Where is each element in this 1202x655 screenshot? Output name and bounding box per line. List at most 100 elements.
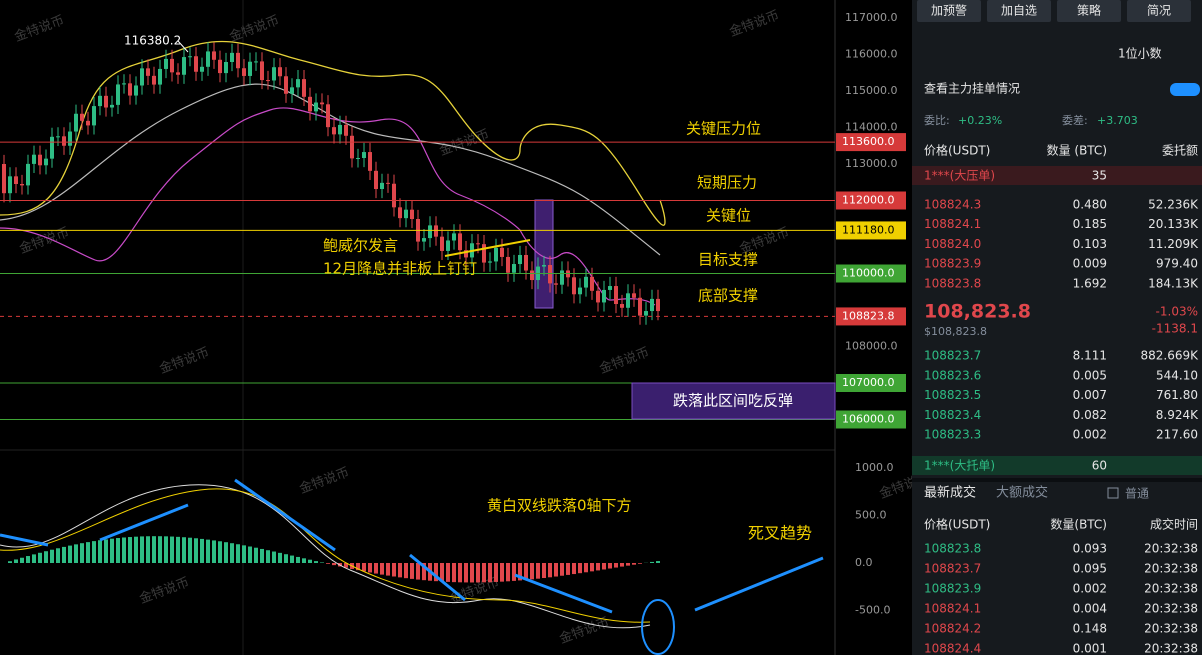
high-pointer	[177, 40, 189, 53]
decimals[interactable]: 1位小数	[1118, 46, 1162, 61]
candle-body	[350, 135, 354, 159]
level-note: 底部支撑	[698, 287, 758, 305]
toolbar-button[interactable]	[1127, 0, 1191, 22]
candle-body	[20, 184, 24, 186]
macd-bar	[158, 536, 162, 563]
candle-body	[458, 233, 462, 251]
candle-body	[140, 68, 144, 86]
diff: +3.703	[1097, 114, 1138, 127]
candle-body	[440, 236, 444, 251]
ob-cell: 108824.1	[924, 217, 981, 231]
level-label: 112000.0	[842, 194, 895, 207]
level-tag	[836, 264, 906, 283]
trade-cell: 20:32:38	[1144, 562, 1198, 576]
macd-bar	[32, 554, 36, 563]
candle-body	[560, 270, 564, 285]
macd-bar	[380, 563, 384, 575]
candle-body	[134, 85, 138, 96]
macd-bar	[530, 563, 534, 580]
macd-bar	[62, 546, 66, 563]
macd-bar	[482, 563, 486, 583]
ob-title[interactable]: 查看主力挂单情况	[924, 82, 1020, 96]
macd-bar	[272, 551, 276, 563]
price-tick: 113000.0	[845, 157, 898, 170]
macd-bar	[368, 563, 372, 573]
macd-bar	[584, 563, 588, 573]
toolbar-label[interactable]: 简况	[1147, 4, 1171, 18]
news-arrow	[444, 239, 531, 257]
macd-bar	[140, 536, 144, 563]
toolbar-button[interactable]	[1057, 0, 1121, 22]
dif	[0, 484, 651, 629]
toolbar-label[interactable]: 加预警	[931, 3, 967, 18]
checkbox[interactable]	[1107, 487, 1119, 499]
macd-bar	[332, 563, 336, 566]
macd-bar	[14, 559, 18, 563]
price-tick: 115000.0	[845, 84, 898, 97]
candle-body	[494, 247, 498, 262]
macd-bar	[452, 563, 456, 583]
circle	[641, 599, 675, 655]
ob-cell: 1.692	[1073, 276, 1107, 290]
ob-cell: 0.082	[1073, 408, 1107, 422]
macd-bar	[560, 563, 564, 576]
macd-tick: -500.0	[855, 604, 890, 617]
toolbar-label[interactable]: 策略	[1077, 3, 1101, 18]
candle-body	[362, 152, 366, 158]
macd-bar	[80, 543, 84, 563]
trade-cell: 108824.2	[924, 622, 981, 636]
high-label: 116380.2	[124, 34, 181, 48]
candle-body	[368, 152, 372, 171]
candle-body	[122, 83, 126, 85]
ob-cell: 20.133K	[1148, 217, 1199, 231]
level-tag	[836, 133, 906, 152]
macd-bar	[284, 554, 288, 563]
candle-body	[428, 225, 432, 239]
level-label: 111180.0	[842, 223, 895, 236]
level-label: 106000.0	[842, 413, 895, 426]
macd-bar	[362, 563, 366, 572]
macd-bar	[98, 540, 102, 563]
trade-cell: 0.095	[1073, 562, 1107, 576]
candle-body	[452, 233, 456, 241]
candle-body	[530, 270, 534, 281]
candle-body	[386, 182, 390, 184]
news: 12月降息并非板上钉钉	[323, 260, 477, 278]
macd-bar	[206, 539, 210, 563]
trade-cell: 108824.1	[924, 602, 981, 616]
macd-bar	[416, 563, 420, 580]
trade-tab[interactable]: 大额成交	[996, 485, 1048, 501]
trades-sep	[912, 478, 1202, 482]
trade-tab[interactable]: 最新成交	[924, 485, 976, 501]
last-usd: $108,823.8	[924, 325, 987, 338]
macd-bar	[446, 563, 450, 582]
toolbar-button[interactable]	[917, 0, 981, 22]
candle-body	[116, 84, 120, 105]
ob-cell: 108824.0	[924, 237, 981, 251]
toolbar-label[interactable]: 加自选	[1001, 4, 1037, 18]
macd	[0, 484, 660, 629]
macd-bar	[632, 563, 636, 565]
macd-note: 黄白双线跌落0轴下方	[487, 497, 632, 515]
macd-bar	[242, 545, 246, 563]
candle-body	[44, 158, 48, 166]
ob-header: 数量 (BTC)	[1047, 143, 1107, 158]
candle-body	[464, 250, 468, 258]
macd-bar	[236, 544, 240, 563]
macd-bar	[200, 538, 204, 563]
price-tick: 117000.0	[845, 11, 898, 24]
toolbar-button[interactable]	[987, 0, 1051, 22]
macd-bar	[194, 538, 198, 563]
macd-bar	[476, 563, 480, 583]
candle-body	[590, 276, 594, 291]
candle-body	[626, 293, 630, 308]
filter[interactable]: 普通	[1125, 487, 1149, 501]
toggle[interactable]	[1170, 83, 1200, 96]
ob-cell: 0.005	[1073, 368, 1107, 382]
macd-bar	[566, 563, 570, 575]
candle-body	[32, 154, 36, 164]
candle-body	[302, 79, 306, 97]
trade-cell: 0.002	[1073, 582, 1107, 596]
